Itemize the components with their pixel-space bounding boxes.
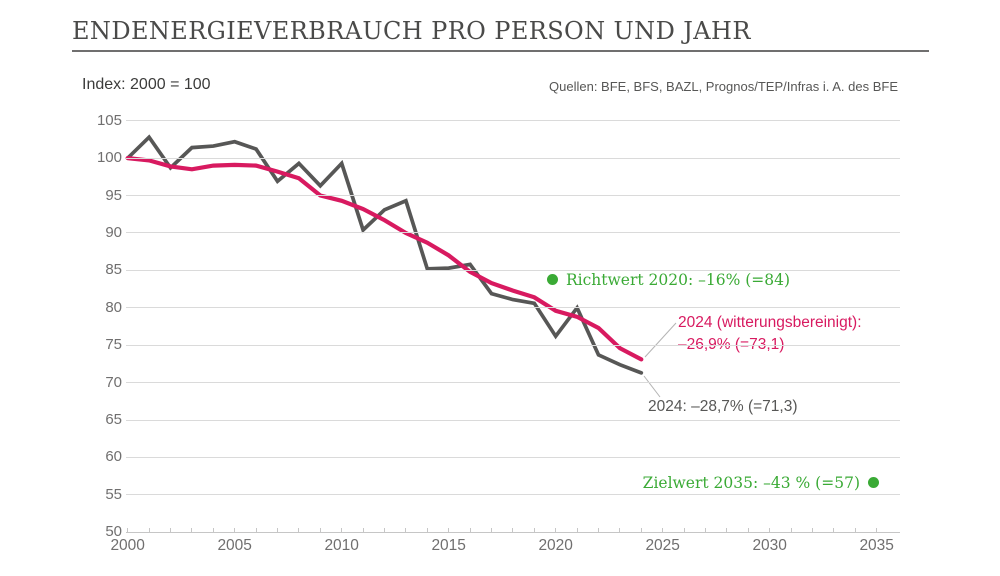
x-tick-2018 (512, 527, 514, 533)
x-tick-2024 (640, 527, 642, 533)
page-title: ENDENERGIEVERBRAUCH PRO PERSON UND JAHR (72, 17, 751, 45)
y-tick-label: 95 (105, 186, 122, 204)
x-tick-2008 (298, 527, 300, 533)
x-tick-2032 (812, 527, 813, 533)
richtwert-annotation: Richtwert 2020: –16% (=84) (547, 270, 791, 289)
x-tick-2011 (362, 527, 364, 533)
sources-note: Quellen: BFE, BFS, BAZL, Prognos/TEP/Inf… (549, 79, 898, 94)
x-tick-2034 (854, 527, 856, 533)
gridline-y-60 (126, 456, 900, 458)
y-tick-label: 50 (105, 523, 122, 541)
x-tick-2007 (277, 527, 278, 533)
x-tick-2021 (576, 527, 578, 533)
x-tick-2005 (234, 527, 236, 533)
x-tick-2017 (491, 527, 492, 533)
y-tick-label: 65 (105, 411, 122, 429)
y-tick-label: 105 (96, 111, 122, 129)
x-tick-2019 (533, 527, 535, 533)
gridline-y-80 (126, 307, 900, 309)
x-tick-2029 (747, 527, 749, 533)
adjusted-2024-annotation: 2024 (witterungsbereinigt): –26,9% (=73,… (678, 312, 862, 356)
x-tick-label: 2020 (538, 537, 573, 554)
x-tick-2009 (319, 527, 321, 533)
index-note: Index: 2000 = 100 (82, 76, 211, 93)
x-tick-2002 (170, 527, 171, 533)
x-tick-2004 (212, 527, 214, 533)
x-tick-2028 (726, 527, 728, 533)
leader-adjusted (644, 322, 677, 358)
x-tick-2025 (662, 527, 664, 533)
line-chart: Richtwert 2020: –16% (=84) 2024 (witteru… (0, 108, 1000, 576)
chart-canvas (125, 134, 677, 398)
richtwert-label: Richtwert 2020: –16% (=84) (566, 270, 791, 289)
y-tick-label: 75 (105, 336, 122, 354)
x-tick-label: 2005 (217, 537, 252, 554)
x-tick-2016 (469, 527, 471, 533)
x-tick-label: 2025 (645, 537, 680, 554)
x-tick-2026 (683, 527, 685, 533)
y-tick-label: 70 (105, 373, 122, 391)
x-tick-2027 (705, 527, 706, 533)
x-tick-label: 2035 (859, 537, 894, 554)
y-tick-label: 90 (105, 223, 122, 241)
gridline-y-55 (126, 494, 900, 496)
x-tick-2033 (833, 527, 835, 533)
x-tick-2001 (148, 527, 150, 533)
x-tick-2035 (876, 527, 878, 533)
x-tick-2015 (448, 527, 450, 533)
gridline-y-95 (126, 195, 900, 197)
richtwert-2020-marker (547, 274, 558, 285)
y-tick-label: 55 (105, 485, 122, 503)
x-tick-2022 (598, 527, 599, 533)
x-tick-2020 (555, 527, 557, 533)
series-line-actual (125, 134, 644, 375)
x-tick-2023 (619, 527, 621, 533)
x-tick-label: 2010 (324, 537, 359, 554)
adjusted-label-line2: –26,9% (=73,1) (678, 336, 785, 353)
series-line-adjusted (125, 155, 644, 362)
actual-2024-annotation: 2024: –28,7% (=71,3) (648, 398, 798, 415)
x-tick-2006 (255, 527, 257, 533)
x-tick-label: 2030 (752, 537, 787, 554)
gridline-y-85 (126, 269, 900, 271)
x-tick-2030 (769, 527, 771, 533)
zielwert-label: Zielwert 2035: –43 % (=57) (642, 473, 860, 492)
gridline-y-65 (126, 419, 900, 421)
x-tick-2012 (384, 527, 385, 533)
y-tick-label: 100 (96, 149, 122, 167)
x-tick-2031 (790, 527, 792, 533)
x-tick-2014 (426, 527, 428, 533)
x-tick-label: 2015 (431, 537, 466, 554)
x-tick-2013 (405, 527, 407, 533)
gridline-y-75 (126, 344, 900, 346)
zielwert-2035-marker (868, 477, 879, 488)
gridline-y-100 (126, 157, 900, 159)
adjusted-label-line1: 2024 (witterungsbereinigt): (678, 314, 862, 331)
x-tick-2003 (191, 527, 193, 533)
y-tick-label: 60 (105, 448, 122, 466)
title-divider (72, 50, 929, 52)
gridline-y-90 (126, 232, 900, 234)
gridline-y-70 (126, 382, 900, 384)
leader-actual (643, 375, 661, 398)
x-tick-2000 (127, 527, 129, 533)
gridline-y-105 (126, 120, 900, 122)
y-tick-label: 85 (105, 261, 122, 279)
zielwert-annotation: Zielwert 2035: –43 % (=57) (642, 473, 879, 492)
x-tick-label: 2000 (110, 537, 145, 554)
x-tick-2010 (341, 527, 343, 533)
y-tick-label: 80 (105, 298, 122, 316)
